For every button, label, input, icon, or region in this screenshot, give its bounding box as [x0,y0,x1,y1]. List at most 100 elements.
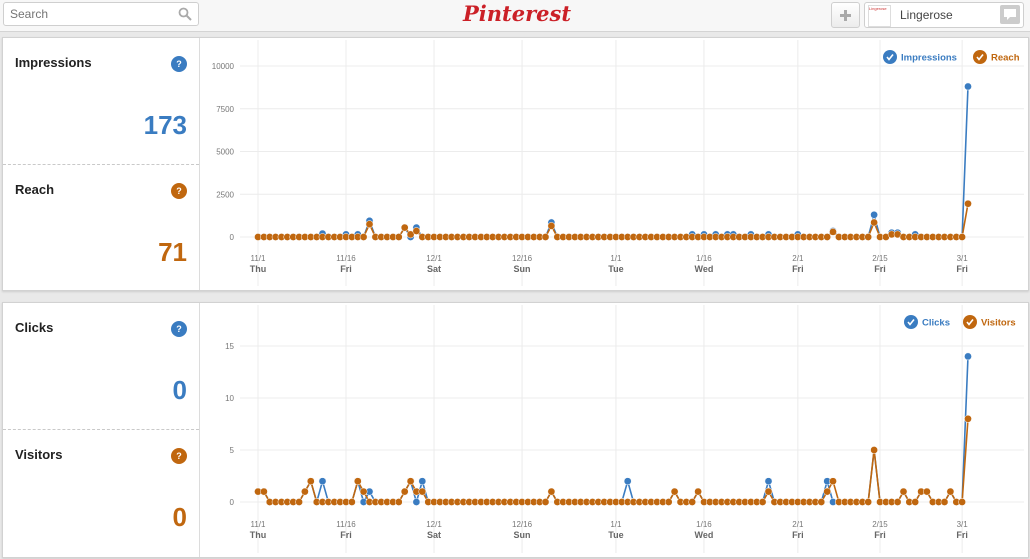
legend-label: Visitors [981,318,1016,329]
help-icon[interactable]: ? [171,183,187,199]
data-point[interactable] [348,498,356,506]
data-point[interactable] [764,487,773,496]
stat-label: Reach [15,182,55,197]
help-icon[interactable]: ? [171,321,187,337]
x-tick-weekday: Fri [956,264,968,274]
x-tick-weekday: Fri [874,264,886,274]
search-box[interactable] [3,2,199,26]
x-tick-date: 11/1 [251,520,267,529]
x-tick-date: 1/16 [696,520,712,529]
data-point[interactable] [946,487,955,496]
x-tick-weekday: Sat [427,264,441,274]
data-point[interactable] [623,477,632,486]
check-mark [886,54,894,61]
legend-label: Reach [991,53,1020,64]
data-point[interactable] [964,82,972,91]
stats-column: Clicks ? 0 Visitors ? 0 [3,303,200,557]
check-mark [966,319,974,326]
x-tick-date: 11/1 [251,254,267,263]
data-point[interactable] [911,498,920,506]
data-point[interactable] [541,233,550,241]
data-point[interactable] [418,487,427,496]
visitors-stat: Visitors ? 0 [3,429,199,556]
data-point[interactable] [694,487,702,496]
clicks-visitors-panel: Clicks ? 0 Visitors ? 0 15 10 5 0 11/1 Thu 11/… [2,302,1029,558]
data-point[interactable] [406,230,415,239]
data-point[interactable] [260,487,268,496]
data-point[interactable] [964,352,972,361]
legend-item-visitors[interactable]: Visitors [963,315,1016,329]
data-point[interactable] [301,487,309,496]
data-point[interactable] [964,199,972,208]
data-point[interactable] [418,477,427,486]
data-point[interactable] [829,477,837,486]
y-tick-label: 0 [230,233,235,242]
data-point[interactable] [964,414,972,423]
help-icon[interactable]: ? [171,56,187,72]
data-point[interactable] [870,446,878,454]
legend-item-impressions[interactable]: Impressions [883,50,957,64]
legend-item-clicks[interactable]: Clicks [904,315,950,329]
data-point[interactable] [823,233,832,241]
data-point[interactable] [318,477,327,486]
data-point[interactable] [295,498,303,506]
stat-value: 71 [158,237,187,267]
messages-button[interactable] [1000,5,1020,24]
data-point[interactable] [870,218,878,227]
data-point[interactable] [817,498,826,506]
data-point[interactable] [664,498,673,506]
x-tick-date: 12/1 [426,254,442,263]
data-point[interactable] [893,498,902,506]
y-tick-label: 10 [225,394,234,403]
help-icon[interactable]: ? [171,448,187,464]
legend-item-reach[interactable]: Reach [973,50,1020,64]
data-point[interactable] [547,487,556,496]
user-menu[interactable]: Lingerose Lingerose [864,2,1024,28]
data-point[interactable] [394,233,403,241]
reach-stat: Reach ? 71 [3,164,199,291]
x-tick-weekday: Thu [250,530,267,540]
y-tick-label: 2500 [216,190,234,199]
data-point[interactable] [958,498,966,506]
data-point[interactable] [829,228,837,236]
legend-label: Clicks [922,318,950,329]
data-point[interactable] [541,498,550,506]
data-point[interactable] [899,487,908,496]
user-name: Lingerose [900,8,953,22]
stat-label: Clicks [15,320,54,335]
data-point[interactable] [412,227,421,235]
data-point[interactable] [764,477,773,486]
data-point[interactable] [394,498,403,506]
search-icon[interactable] [178,7,192,21]
data-point[interactable] [670,487,679,496]
data-point[interactable] [870,210,878,219]
data-point[interactable] [823,487,832,496]
data-point[interactable] [864,498,873,506]
search-input[interactable] [10,6,170,22]
x-tick-weekday: Sat [427,530,441,540]
data-point[interactable] [688,498,697,506]
data-point[interactable] [306,477,315,486]
data-point[interactable] [406,477,415,486]
data-point[interactable] [400,223,409,232]
impressions-stat: Impressions ? 173 [3,38,199,164]
x-tick-date: 12/16 [512,520,533,529]
impressions-reach-panel: Impressions ? 173 Reach ? 71 10000 7500 50… [2,37,1029,291]
data-point[interactable] [547,222,556,230]
data-point[interactable] [365,220,374,229]
data-point[interactable] [758,498,767,506]
data-point[interactable] [353,477,362,486]
data-point[interactable] [359,233,368,241]
data-point[interactable] [864,233,873,241]
x-tick-date: 3/1 [957,520,969,529]
x-tick-date: 11/16 [336,520,356,529]
add-pin-button[interactable] [831,2,860,28]
data-point[interactable] [359,487,368,496]
stat-value: 173 [143,110,187,140]
data-point[interactable] [412,498,421,506]
data-point[interactable] [940,498,949,506]
pinterest-logo[interactable]: Pinterest [462,1,572,26]
data-point[interactable] [958,233,966,241]
data-point[interactable] [923,487,931,496]
data-point[interactable] [400,487,409,496]
